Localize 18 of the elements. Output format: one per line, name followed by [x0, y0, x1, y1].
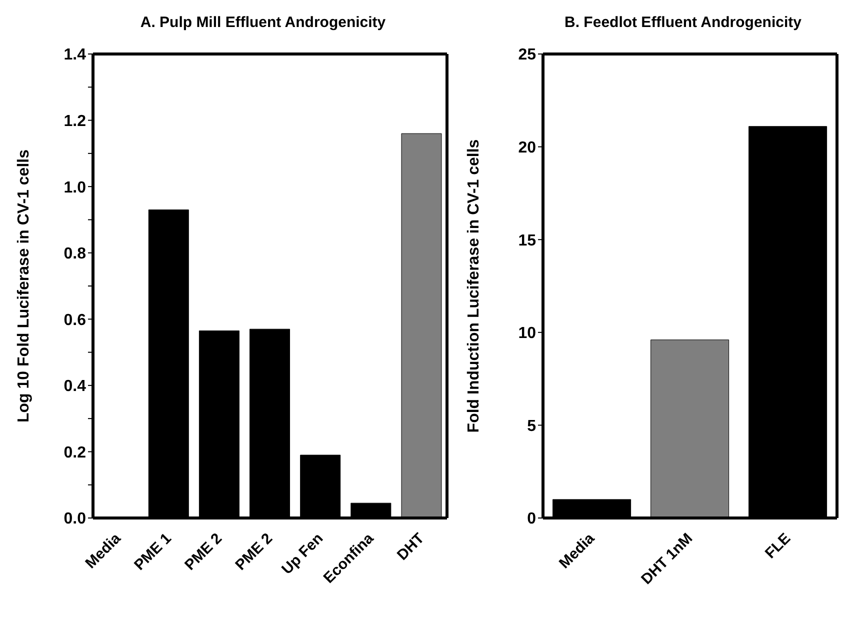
y-tick-label: 5: [527, 418, 536, 435]
y-tick-label: 0.0: [64, 510, 86, 528]
y-tick-label: 15: [518, 232, 536, 250]
y-tick-label: 0.6: [64, 312, 86, 329]
y-tick-label: 10: [518, 325, 536, 342]
y-tick-label: 0.8: [64, 246, 86, 263]
y-tick-label: 25: [518, 46, 536, 64]
y-tick-label: 0.2: [64, 444, 86, 462]
y-tick-label: 1.0: [64, 179, 86, 196]
y-tick-label: 20: [518, 139, 536, 156]
y-axis-title: Fold Induction Luciferase in CV-1 cells: [466, 139, 483, 433]
y-tick-label: 1.4: [64, 46, 86, 64]
chart-title: B. Feedlot Effluent Androgenicity: [564, 13, 802, 33]
y-tick-label: 0: [527, 510, 536, 528]
y-tick-label: 1.2: [64, 112, 86, 130]
chart-title: A. Pulp Mill Effluent Androgenicity: [139, 13, 387, 33]
y-axis-title: Log 10 Fold Luciferase in CV-1 cells: [16, 149, 33, 422]
y-tick-label: 0.4: [64, 378, 86, 396]
